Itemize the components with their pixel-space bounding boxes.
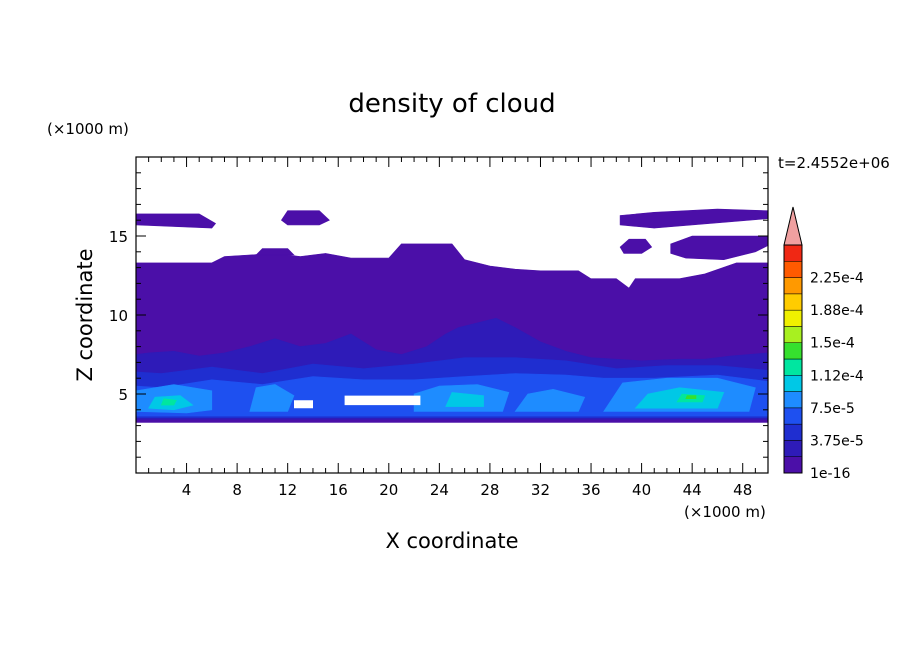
- contour-gap: [344, 395, 421, 406]
- contour-region-level-0: [670, 235, 768, 261]
- colorbar-band: [783, 342, 803, 360]
- colorbar-band: [783, 358, 803, 376]
- colorbar-label: 3.75e-5: [810, 433, 864, 449]
- colorbar-band: [783, 456, 803, 474]
- contour-region-level-0: [136, 213, 217, 229]
- y-tick-label: 10: [109, 307, 128, 325]
- colorbar-label: 1e-16: [810, 466, 850, 482]
- colorbar-border: [783, 244, 803, 474]
- contour-region-level-0: [255, 248, 295, 256]
- colorbar-label: 2.25e-4: [810, 271, 864, 287]
- colorbar-band: [783, 440, 803, 457]
- y-unit-label: (×1000 m): [47, 120, 129, 138]
- x-tick-label: 40: [632, 481, 651, 499]
- x-axis-label: X coordinate: [385, 529, 518, 553]
- x-tick-label: 12: [278, 481, 297, 499]
- contour-region-level-4: [249, 384, 295, 412]
- y-tick-label: 5: [118, 386, 128, 404]
- colorbar-band: [783, 277, 803, 295]
- contour-region-level-0: [619, 238, 653, 254]
- contour-plot-area: [136, 208, 768, 423]
- colorbar-band: [783, 407, 803, 425]
- x-tick-label: 28: [480, 481, 499, 499]
- colorbar-label: 1.5e-4: [810, 336, 855, 352]
- contour-region-level-0: [619, 208, 768, 229]
- contour-region-level-0: [280, 210, 330, 226]
- colorbar-label: 7.5e-5: [810, 401, 855, 417]
- colorbar-band: [783, 261, 803, 278]
- contour-gap: [294, 400, 313, 409]
- colorbar-band: [783, 391, 803, 409]
- time-label: t=2.4552e+06: [778, 154, 890, 172]
- x-tick-label: 16: [329, 481, 348, 499]
- x-unit-label: (×1000 m): [684, 503, 766, 521]
- x-tick-label: 20: [379, 481, 398, 499]
- colorbar-band: [783, 326, 803, 343]
- x-tick-label: 4: [182, 481, 192, 499]
- x-tick-label: 48: [733, 481, 752, 499]
- x-tick-label: 32: [531, 481, 550, 499]
- colorbar-band: [783, 375, 803, 392]
- chart-title: density of cloud: [348, 89, 555, 119]
- colorbar: 1e-16 3.75e-5 7.5e-5 1.12e-4 1.5e-4 1.88e-4 2.…: [783, 206, 864, 482]
- colorbar-band: [783, 309, 803, 327]
- x-tick-label: 24: [430, 481, 449, 499]
- contour-region-level-5: [445, 392, 484, 407]
- contour-region-level-4: [514, 388, 586, 412]
- colorbar-label: 1.12e-4: [810, 368, 864, 384]
- y-tick-label: 15: [109, 228, 128, 246]
- x-tick-label: 8: [232, 481, 242, 499]
- y-axis-label: Z coordinate: [73, 248, 97, 381]
- colorbar-band: [783, 293, 803, 311]
- colorbar-band: [783, 244, 803, 262]
- x-tick-label: 36: [581, 481, 600, 499]
- contour-region-level-6: [160, 398, 177, 406]
- x-tick-label: 44: [683, 481, 702, 499]
- colorbar-extension-arrow: [783, 206, 803, 246]
- colorbar-label: 1.88e-4: [810, 303, 864, 319]
- colorbar-band: [783, 423, 803, 441]
- contour-region-level-7: [685, 395, 697, 400]
